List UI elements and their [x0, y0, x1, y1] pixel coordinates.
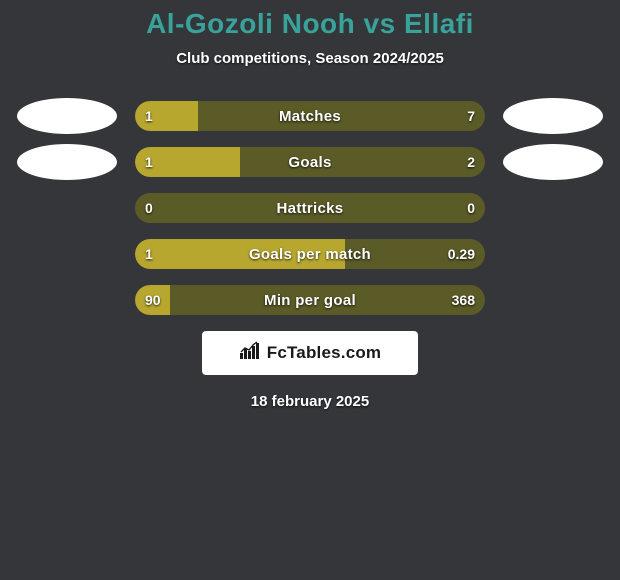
- stat-bar: 12Goals: [135, 147, 485, 177]
- player-left-name: Al-Gozoli Nooh: [146, 8, 355, 39]
- brand-text: FcTables.com: [267, 343, 382, 363]
- comparison-infographic: Al-Gozoli Nooh vs Ellafi Club competitio…: [0, 0, 620, 580]
- stat-row: 90368Min per goal: [0, 285, 620, 315]
- stat-label: Min per goal: [135, 285, 485, 315]
- stat-label: Hattricks: [135, 193, 485, 223]
- team-badge-right: [503, 98, 603, 134]
- stat-bar: 17Matches: [135, 101, 485, 131]
- team-badge-right: [503, 144, 603, 180]
- player-right-name: Ellafi: [404, 8, 474, 39]
- team-badge-left: [17, 144, 117, 180]
- stat-label: Goals: [135, 147, 485, 177]
- brand-box: FcTables.com: [202, 331, 418, 375]
- stat-row: 12Goals: [0, 147, 620, 177]
- page-title: Al-Gozoli Nooh vs Ellafi: [0, 0, 620, 40]
- stat-bar: 00Hattricks: [135, 193, 485, 223]
- stat-bar: 90368Min per goal: [135, 285, 485, 315]
- date-line: 18 february 2025: [0, 393, 620, 410]
- stats-chart: 17Matches 12Goals 00Hattricks 10.29Goals…: [0, 101, 620, 315]
- team-badge-left: [17, 98, 117, 134]
- stat-label: Matches: [135, 101, 485, 131]
- stat-label: Goals per match: [135, 239, 485, 269]
- stat-bar: 10.29Goals per match: [135, 239, 485, 269]
- stat-row: 17Matches: [0, 101, 620, 131]
- vs-separator: vs: [364, 8, 396, 39]
- subtitle: Club competitions, Season 2024/2025: [0, 50, 620, 67]
- stat-row: 10.29Goals per match: [0, 239, 620, 269]
- brand-chart-icon: [239, 341, 261, 366]
- stat-row: 00Hattricks: [0, 193, 620, 223]
